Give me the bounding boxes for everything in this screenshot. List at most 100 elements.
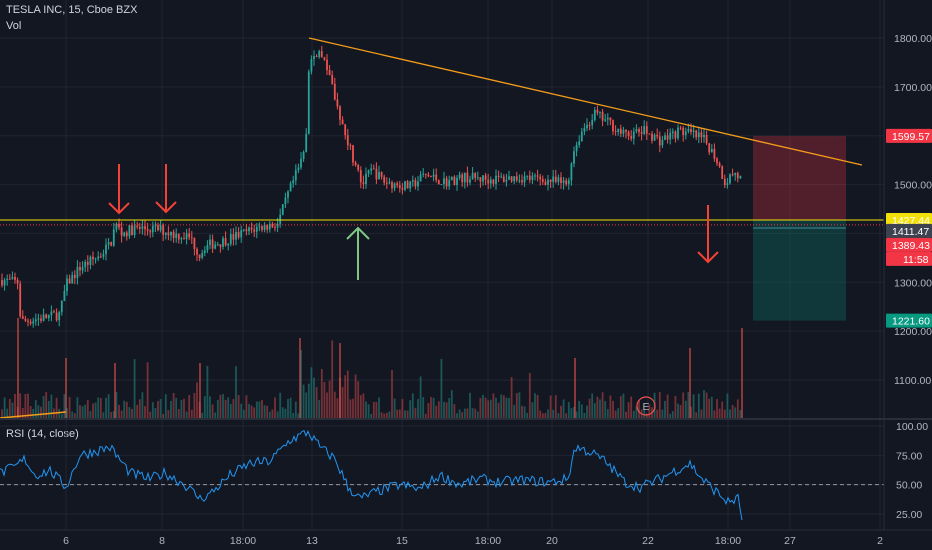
- candle-body: [638, 129, 640, 133]
- volume-bar: [593, 403, 596, 418]
- candle-body: [570, 163, 573, 181]
- candle-body: [687, 128, 690, 132]
- candle-body: [617, 128, 620, 132]
- drawn-lines[interactable]: [0, 37, 884, 226]
- volume-bar: [666, 394, 669, 418]
- candle-body: [500, 176, 503, 178]
- volume-bar: [211, 404, 214, 418]
- volume-bar: [552, 409, 555, 418]
- volume-bar: [149, 411, 152, 418]
- volume-bar: [450, 390, 453, 418]
- candle-body: [684, 131, 687, 136]
- volume-bar: [398, 409, 401, 418]
- candle-body: [125, 232, 128, 237]
- volume-bar: [112, 411, 115, 418]
- candle-body: [313, 56, 315, 60]
- candle-body: [580, 131, 583, 142]
- volume-bar: [76, 397, 79, 418]
- candle-body: [495, 175, 497, 184]
- candle-body: [593, 109, 596, 121]
- volume-bar: [253, 407, 256, 418]
- volume-bar: [73, 413, 76, 418]
- candle-body: [224, 238, 227, 246]
- candle-body: [372, 168, 375, 170]
- candle-body: [352, 145, 354, 163]
- candle-body: [198, 254, 201, 258]
- time-tick-label: 6: [63, 535, 69, 547]
- candle-body: [188, 233, 191, 238]
- volume-bar: [617, 408, 620, 418]
- volume-bar: [214, 412, 217, 418]
- candle-body: [479, 177, 482, 182]
- candle-body: [539, 176, 542, 180]
- volume-bar: [638, 400, 640, 418]
- volume-bar: [136, 405, 139, 418]
- short-position-box[interactable]: [753, 135, 846, 321]
- candle-body: [281, 204, 284, 215]
- price-tag-label: 1389.43: [892, 240, 930, 252]
- volume-bar: [625, 411, 627, 418]
- candle-body: [112, 229, 115, 246]
- volume-bar: [86, 400, 89, 418]
- candle-body: [323, 57, 326, 60]
- volume-bar: [723, 409, 726, 418]
- candle-body: [102, 254, 105, 257]
- candle-body: [489, 179, 492, 184]
- volume-bar: [614, 410, 617, 418]
- candle-body: [154, 225, 157, 227]
- volume-bar: [695, 412, 698, 418]
- candle-body: [99, 256, 102, 258]
- price-tick-label: 1300.00: [894, 277, 932, 289]
- volume-bar: [357, 381, 360, 418]
- volume-bar: [599, 399, 601, 418]
- candle-body: [723, 178, 726, 186]
- volume-bar: [700, 409, 703, 418]
- volume-bar: [674, 395, 677, 418]
- volume-bar: [346, 370, 349, 418]
- candle-body: [123, 232, 126, 236]
- volume-bar: [359, 395, 362, 418]
- candle-body: [417, 181, 419, 187]
- volume-bar: [718, 408, 721, 418]
- candle-body: [575, 145, 578, 152]
- candle-body: [81, 267, 84, 271]
- candle-body: [55, 312, 58, 321]
- candle-body: [435, 174, 438, 181]
- volume-bar: [588, 398, 591, 418]
- volume-bar: [531, 402, 534, 418]
- candle-body: [266, 224, 269, 230]
- time-tick-label: 15: [396, 535, 408, 547]
- grid-lines: [0, 0, 884, 530]
- volume-bar: [240, 403, 243, 418]
- candle-body: [456, 177, 458, 186]
- candle-body: [89, 256, 92, 265]
- volume-bar: [94, 402, 97, 418]
- candle-body: [692, 130, 695, 133]
- candle-body: [271, 223, 274, 228]
- volume-bar: [375, 401, 378, 418]
- volume-bar: [105, 397, 107, 418]
- volume-bar: [172, 392, 175, 418]
- volume-bar: [99, 398, 102, 418]
- candle-body: [331, 74, 334, 84]
- volume-bar: [565, 413, 568, 418]
- candle-body: [391, 182, 393, 189]
- candle-body: [222, 238, 224, 247]
- volume-bar: [258, 401, 261, 418]
- candle-body: [84, 261, 87, 268]
- volume-bar: [89, 411, 92, 418]
- annotation-arrows[interactable]: [108, 164, 719, 280]
- volume-bar: [235, 366, 237, 418]
- volume-bar: [489, 399, 492, 418]
- candle-body: [193, 238, 196, 250]
- candle-body: [411, 180, 414, 182]
- volume-bar: [404, 410, 406, 418]
- candle-body: [42, 314, 45, 321]
- volume-bar: [199, 363, 201, 418]
- volume-bar: [60, 413, 63, 418]
- volume-bar: [414, 407, 417, 418]
- candle-body: [34, 319, 37, 322]
- volume-bar: [713, 410, 716, 418]
- price-tick-label: 1500.00: [894, 180, 932, 192]
